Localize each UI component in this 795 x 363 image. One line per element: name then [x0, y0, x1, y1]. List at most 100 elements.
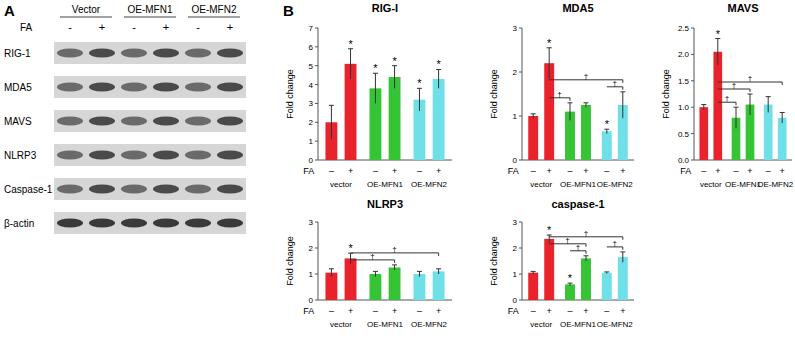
y-tick-label: 1.5: [678, 77, 690, 86]
blot-row-label: MDA5: [4, 82, 32, 93]
bar: [433, 271, 445, 300]
x-tick-label: +: [392, 166, 397, 176]
comparison: †: [549, 90, 570, 101]
error-bar: [373, 73, 378, 103]
group-label: vector: [330, 180, 352, 189]
blot-band: [185, 117, 211, 126]
blot-band: [217, 83, 243, 92]
group-label: OE-MFN2: [757, 180, 794, 189]
significance-star: *: [716, 28, 721, 40]
y-tick-label: 2: [513, 68, 518, 77]
blot-band: [121, 185, 147, 194]
bar: [581, 105, 591, 160]
y-axis: [694, 28, 695, 160]
blot-band: [121, 219, 147, 228]
error-bar-stem: [331, 105, 332, 139]
error-bar-stem: [549, 235, 550, 243]
x-tick-label: +: [392, 306, 397, 316]
x-tick-label: +: [436, 306, 441, 316]
bar: [414, 274, 426, 300]
group-label: vector: [530, 320, 552, 329]
error-bar-cap: [531, 271, 536, 272]
y-tick-label: 1: [513, 270, 518, 279]
y-tick-label: 0.5: [678, 130, 690, 139]
x-tick-label: +: [747, 166, 752, 176]
error-bar: [531, 271, 536, 274]
bar: [602, 131, 612, 160]
x-tick-label: –: [567, 306, 572, 316]
comparison-label: †: [584, 229, 588, 238]
bar: [618, 257, 628, 300]
error-bar-stem: [375, 271, 376, 276]
x-tick-label: +: [547, 166, 552, 176]
blot-row-label: RIG-1: [4, 48, 31, 59]
y-tick-label: 2.5: [678, 24, 690, 33]
error-bar-stem: [533, 114, 534, 118]
blot-group-label: OE-MFN2: [192, 4, 237, 15]
blot-band: [217, 185, 243, 194]
y-axis: [318, 222, 319, 300]
plot-area: [325, 253, 444, 300]
error-bar-cap: [417, 271, 422, 272]
error-bar: [348, 253, 353, 263]
comparison-tick: [750, 89, 751, 92]
significance-star: *: [436, 58, 441, 70]
error-bar-stem: [350, 49, 351, 79]
bar: [369, 274, 381, 300]
blot-band: [153, 185, 179, 194]
error-bar: [780, 112, 785, 123]
comparison-tick: [586, 251, 587, 254]
comparison: †: [351, 252, 395, 263]
comparison-label: †: [584, 72, 588, 81]
bar: [433, 79, 445, 160]
x-tick-label: +: [620, 306, 625, 316]
error-bar: [748, 94, 753, 115]
y-tick-label: 0: [309, 156, 314, 165]
blot-band: [185, 49, 211, 58]
y-tick-label: 3: [513, 24, 518, 33]
x-tick-label: +: [348, 306, 353, 316]
blot-row-label: β-actin: [4, 218, 34, 229]
blot-fa-sign: +: [163, 21, 169, 33]
x-tick-label: +: [583, 306, 588, 316]
blot-band: [185, 151, 211, 160]
error-bar: [348, 49, 353, 79]
blot-fa-sign: -: [132, 21, 136, 33]
blot-band: [185, 219, 211, 228]
x-tick-label: +: [620, 166, 625, 176]
x-axis: [318, 300, 452, 301]
x-row-label: FA: [508, 306, 519, 316]
y-tick-label: 6: [309, 43, 314, 52]
x-axis: [522, 300, 634, 301]
blot-strip: [54, 76, 246, 98]
error-bar-cap: [620, 251, 625, 252]
group-label: OE-MFN2: [411, 320, 448, 329]
y-tick-label: 1: [513, 112, 518, 121]
x-tick-label: +: [715, 166, 720, 176]
y-tick-label: 5: [309, 62, 314, 71]
error-bar-cap: [734, 107, 739, 108]
y-axis-label: Fold change: [661, 69, 671, 119]
error-bar-cap: [766, 96, 771, 97]
bar: [602, 273, 612, 300]
bar-chart: NLRP3Fold change0123–*+–+–+FAvectorOE-MF…: [285, 198, 452, 329]
error-bar: [373, 271, 378, 276]
error-bar: [436, 269, 441, 274]
blot-band: [217, 49, 243, 58]
x-tick-label: –: [604, 306, 609, 316]
significance-star: *: [348, 38, 353, 50]
error-bar-stem: [703, 105, 704, 110]
y-tick-label: 2: [309, 118, 314, 127]
group-label: OE-MFN1: [367, 180, 404, 189]
y-tick-label: 1: [309, 270, 314, 279]
blot-row-label: MAVS: [4, 116, 32, 127]
x-tick-label: –: [417, 306, 422, 316]
comparison: †: [718, 94, 736, 105]
plot-area: [528, 48, 628, 160]
blot-band: [153, 219, 179, 228]
error-bar: [701, 105, 706, 110]
comparison: †: [718, 81, 750, 92]
group-label: OE-MFN2: [597, 180, 634, 189]
comparison-tick: [736, 102, 737, 105]
error-bar: [547, 235, 552, 243]
